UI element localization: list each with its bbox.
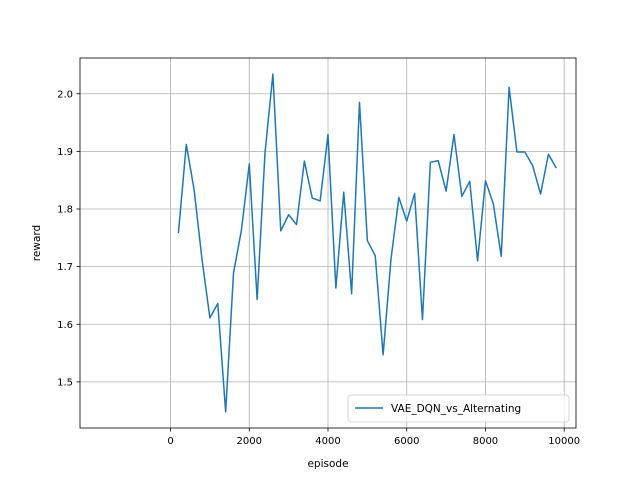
x-tick-label: 2000: [237, 436, 262, 447]
legend-entry-label: VAE_DQN_vs_Alternating: [391, 403, 521, 415]
x-tick-label: 10000: [548, 436, 580, 447]
x-axis: 0 2000 4000 6000 8000 10000: [167, 428, 580, 447]
y-tick-label: 1.6: [57, 320, 73, 331]
y-tick-label: 1.8: [57, 205, 73, 216]
y-axis: 1.5 1.6 1.7 1.8 1.9 2.0: [57, 89, 80, 388]
x-tick-label: 8000: [473, 436, 498, 447]
x-tick-label: 6000: [394, 436, 419, 447]
x-axis-label: episode: [307, 458, 348, 470]
legend-box: [347, 394, 570, 423]
y-tick-label: 1.9: [57, 147, 73, 158]
y-axis-label: reward: [31, 225, 43, 261]
grid-lines: [80, 58, 576, 428]
x-tick-label: 4000: [315, 436, 340, 447]
x-tick-label: 0: [167, 436, 173, 447]
y-tick-label: 2.0: [57, 89, 73, 100]
y-tick-label: 1.5: [57, 377, 73, 388]
legend: VAE_DQN_vs_Alternating: [347, 394, 570, 423]
y-tick-label: 1.7: [57, 262, 73, 273]
series-lines: [177, 73, 557, 413]
